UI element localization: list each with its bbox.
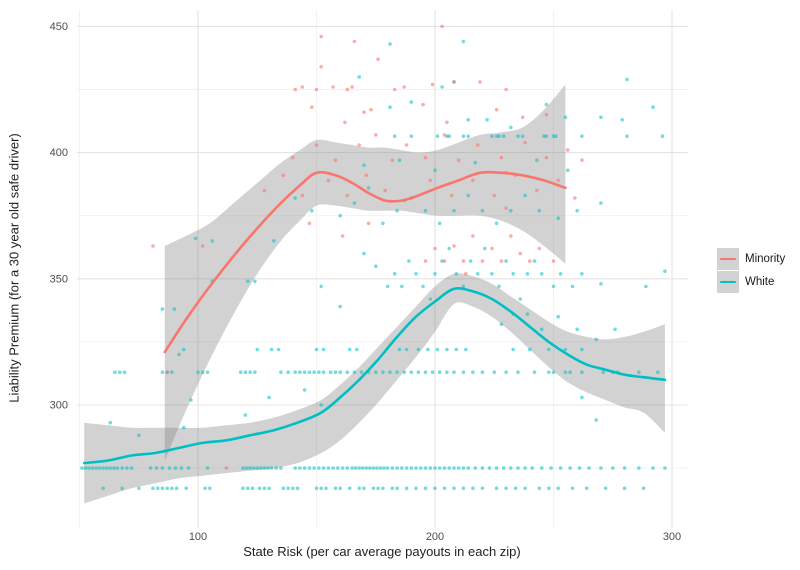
minority-line-swatch-icon [720,257,736,261]
svg-text:200: 200 [426,531,444,543]
legend-item-white: White [717,271,785,293]
legend-item-minority: Minority [717,248,785,270]
white-line-swatch-icon [720,280,736,284]
legend: Minority White [717,248,785,294]
legend-label-minority: Minority [745,253,786,265]
svg-text:100: 100 [189,531,207,543]
x-axis-title: State Risk (per car average payouts in e… [243,544,521,559]
legend-key-minority [717,248,739,270]
svg-text:350: 350 [50,273,68,285]
svg-text:300: 300 [663,531,681,543]
svg-text:450: 450 [50,21,68,33]
y-axis-title: Liability Premium (for a 30 year old saf… [6,133,22,403]
legend-label-white: White [745,276,775,288]
legend-key-white [717,271,739,293]
svg-text:300: 300 [50,400,68,412]
svg-text:400: 400 [50,147,68,159]
